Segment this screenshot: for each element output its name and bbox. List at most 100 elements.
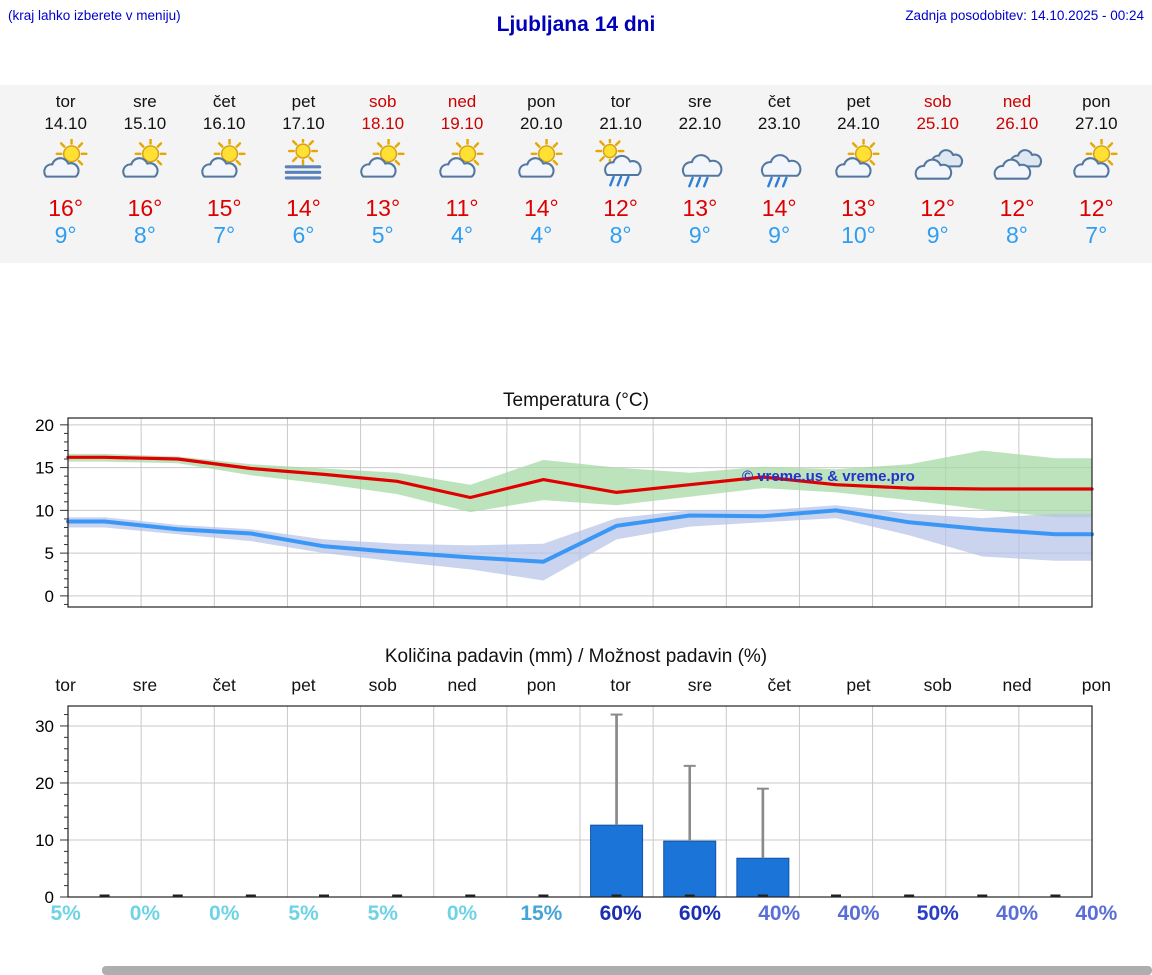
low-temp: 8°	[1006, 222, 1029, 248]
svg-text:10: 10	[35, 831, 54, 850]
forecast-day[interactable]: sob 25.10 12° 9°	[898, 91, 977, 263]
precip-day-label: pon	[1081, 675, 1111, 695]
precip-day-label: tor	[610, 675, 631, 695]
day-date: 22.10	[678, 114, 722, 133]
low-temp: 4°	[451, 222, 474, 248]
precip-day-label: tor	[55, 675, 76, 695]
low-temp: 8°	[609, 222, 632, 248]
day-date: 20.10	[520, 114, 563, 133]
day-name: pon	[527, 92, 556, 111]
precip-probability: 0%	[209, 902, 240, 925]
partly-cloudy-icon	[36, 137, 96, 189]
precip-day-label: sre	[687, 675, 713, 695]
partly-cloudy-icon	[115, 137, 175, 189]
precip-day-label: čet	[767, 675, 791, 695]
precip-probability: 5%	[50, 902, 81, 925]
forecast-day[interactable]: tor 21.10 12° 8°	[581, 91, 660, 263]
cloudy-icon	[908, 139, 968, 189]
day-date: 16.10	[202, 114, 246, 133]
low-temp: 4°	[530, 222, 553, 248]
forecast-day[interactable]: sob 18.10 13° 5°	[343, 91, 422, 263]
svg-text:0: 0	[45, 587, 54, 606]
svg-text:30: 30	[35, 717, 54, 736]
partly-cloudy-icon	[194, 137, 254, 189]
high-temp: 14°	[523, 195, 559, 221]
precip-day-label: sob	[923, 675, 952, 695]
svg-text:10: 10	[35, 501, 54, 520]
forecast-day[interactable]: čet 23.10 14° 9°	[740, 91, 819, 263]
high-temp: 12°	[999, 195, 1035, 221]
low-temp: 9°	[926, 222, 949, 248]
partly-cloudy-icon	[828, 137, 888, 189]
partly-cloudy-icon	[353, 137, 413, 189]
precip-day-labels: tor sre čet pet sob ned pon tor sre čet pet sob ned p…	[0, 675, 1152, 697]
low-temp: 6°	[292, 222, 315, 248]
svg-text:5: 5	[45, 544, 54, 563]
location-menu-note[interactable]: (kraj lahko izberete v meniju)	[8, 8, 181, 23]
forecast-day[interactable]: pon 20.10 14° 4°	[502, 91, 581, 263]
partly-cloudy-icon	[1066, 137, 1126, 189]
forecast-day[interactable]: sre 15.10 16° 8°	[105, 91, 184, 263]
forecast-day[interactable]: ned 19.10 11° 4°	[422, 91, 501, 263]
high-temp: 13°	[365, 195, 401, 221]
day-date: 18.10	[361, 114, 405, 133]
svg-text:15: 15	[35, 459, 54, 478]
day-name: sre	[688, 92, 712, 111]
precip-probability: 60%	[599, 902, 642, 925]
low-temp: 9°	[54, 222, 77, 248]
forecast-day[interactable]: sre 22.10 13° 9°	[660, 91, 739, 263]
partly-cloudy-icon	[511, 137, 571, 189]
precip-probability: 0%	[446, 902, 478, 925]
low-temp: 7°	[1085, 222, 1108, 248]
bottom-scrollbar[interactable]	[102, 966, 1152, 975]
svg-text:0: 0	[45, 888, 54, 907]
day-name: pet	[291, 92, 316, 111]
high-temp: 16°	[48, 195, 84, 221]
fog-icon	[273, 135, 333, 189]
precip-probability: 50%	[916, 902, 959, 925]
high-temp: 13°	[841, 195, 876, 221]
day-date: 17.10	[282, 114, 325, 133]
precip-day-label: ned	[1002, 675, 1032, 695]
sun-showers-icon	[591, 136, 651, 189]
day-name: tor	[55, 92, 76, 111]
precip-probability: 5%	[288, 902, 319, 925]
forecast-day[interactable]: pon 27.10 12° 7°	[1057, 91, 1136, 263]
day-name: ned	[1002, 92, 1032, 111]
high-temp: 11°	[445, 195, 479, 221]
low-temp: 9°	[688, 222, 711, 248]
day-name: sre	[133, 92, 157, 111]
day-date: 23.10	[757, 114, 801, 133]
last-update-text: Zadnja posodobitev: 14.10.2025 - 00:24	[905, 8, 1144, 23]
day-name: čet	[767, 92, 791, 111]
forecast-day[interactable]: tor 14.10 16° 9°	[26, 91, 105, 263]
precip-probability: 40%	[1075, 902, 1118, 925]
precip-probability: 40%	[996, 902, 1039, 925]
forecast-day[interactable]: ned 26.10 12° 8°	[977, 91, 1056, 263]
day-date: 21.10	[599, 114, 642, 133]
forecast-day[interactable]: čet 16.10 15° 7°	[185, 91, 264, 263]
precip-chart-title: Količina padavin (mm) / Možnost padavin …	[384, 646, 768, 667]
day-date: 24.10	[837, 114, 880, 133]
svg-text:20: 20	[35, 774, 54, 793]
precip-day-label: sre	[132, 675, 158, 695]
low-temp: 7°	[213, 222, 236, 248]
precip-day-label: pon	[526, 675, 556, 695]
forecast-day[interactable]: pet 17.10 14° 6°	[264, 91, 343, 263]
day-name: sob	[924, 92, 952, 111]
day-date: 26.10	[995, 114, 1039, 133]
precip-probabilities: 5% 0% 0% 5% 5% 0% 15% 60% 60% 40% 40% 50% 40% 40%	[0, 902, 1152, 930]
forecast-day[interactable]: pet 24.10 13° 10°	[819, 91, 898, 263]
day-name: pet	[846, 92, 871, 111]
precip-day-label: pet	[291, 675, 316, 695]
temperature-chart: 0 5 10 15 20	[35, 416, 1094, 608]
day-date: 15.10	[123, 114, 167, 133]
precip-day-label: čet	[212, 675, 236, 695]
rain-icon	[749, 139, 809, 189]
precip-probability: 5%	[367, 902, 398, 925]
high-temp: 12°	[603, 195, 638, 221]
watermark: © vreme.us & vreme.pro	[742, 468, 915, 485]
day-date: 14.10	[44, 114, 87, 133]
precipitation-chart: 0 10 20 30	[35, 705, 1093, 907]
